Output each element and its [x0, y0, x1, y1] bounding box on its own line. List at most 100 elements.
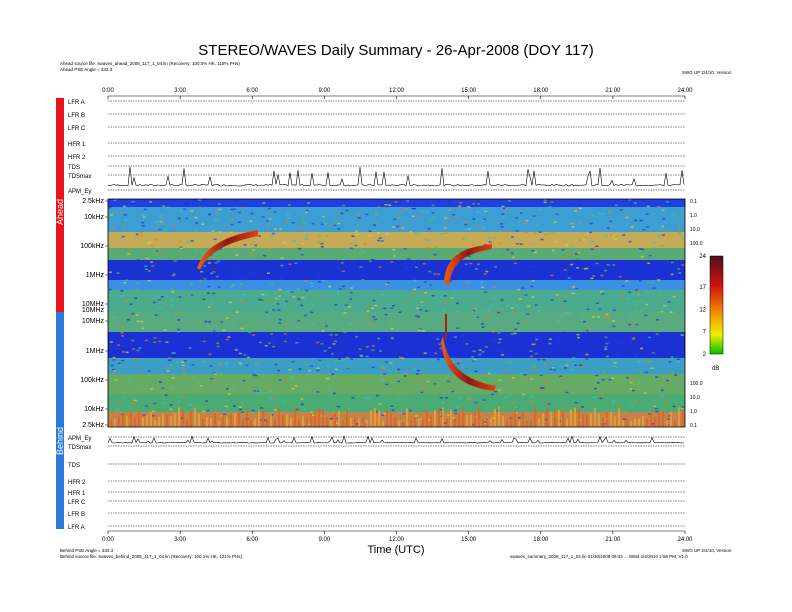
spectrogram-pixel — [253, 370, 257, 373]
spectrogram-pixel — [487, 310, 491, 312]
spectrogram-pixel — [286, 214, 290, 216]
spectrogram-pixel — [601, 402, 605, 405]
spectrogram-pixel — [318, 281, 321, 283]
x-tick-label: 15:00 — [461, 537, 477, 543]
spectrogram-pixel — [398, 226, 402, 228]
spectrogram-pixel — [323, 350, 327, 352]
spectrogram-pixel — [231, 324, 235, 327]
spectrogram-pixel — [118, 334, 122, 336]
spectrogram-pixel — [632, 224, 636, 226]
spectrogram-pixel — [318, 234, 322, 237]
spectrogram-pixel — [646, 205, 650, 208]
spectrogram-pixel — [155, 221, 158, 224]
spectrogram-pixel — [390, 405, 394, 407]
spectrogram-pixel — [432, 382, 436, 384]
spectrogram-pixel — [157, 250, 161, 252]
spectrogram-pixel — [439, 347, 443, 349]
spectrogram-pixel — [242, 318, 246, 321]
spectrogram-pixel — [606, 264, 610, 266]
spectrogram-pixel — [444, 232, 448, 234]
spectrogram-pixel — [384, 299, 388, 302]
spectrogram-pixel — [506, 248, 510, 251]
spectrogram-spike — [494, 408, 496, 427]
spectrogram-pixel — [166, 370, 170, 372]
spectrogram-pixel — [608, 379, 612, 381]
spectrogram-pixel — [498, 389, 502, 391]
spectrogram-pixel — [433, 273, 437, 275]
spectrogram-pixel — [176, 298, 180, 301]
spectrogram-pixel — [570, 369, 574, 371]
spectrogram-pixel — [493, 286, 497, 289]
spectrogram-pixel — [625, 336, 628, 338]
spectrogram-pixel — [161, 214, 165, 216]
spectrogram-pixel — [461, 334, 464, 336]
spectrogram-pixel — [109, 288, 112, 291]
spectrogram-pixel — [330, 353, 334, 355]
spectrogram-pixel — [334, 340, 338, 343]
spectrogram-pixel — [500, 299, 504, 301]
spectrogram-pixel — [619, 406, 623, 408]
spectrogram-pixel — [643, 360, 647, 362]
spectrogram-pixel — [221, 247, 225, 250]
spectrogram-pixel — [150, 388, 153, 390]
spectrogram-pixel — [305, 209, 309, 212]
spectrogram-spike — [334, 413, 336, 427]
y-tick-label: 10kHz — [84, 214, 104, 221]
spectrogram-pixel — [465, 343, 469, 345]
spectrogram-pixel — [112, 369, 116, 372]
spectrogram-pixel — [202, 298, 206, 301]
spectrogram-pixel — [416, 369, 420, 372]
spectrogram-pixel — [392, 249, 396, 251]
spectrogram-pixel — [230, 218, 234, 220]
spectrogram-pixel — [595, 377, 598, 379]
spectrogram-pixel — [203, 360, 207, 363]
spectrogram-pixel — [150, 245, 154, 247]
spectrogram-pixel — [303, 313, 306, 316]
spectrogram-pixel — [612, 264, 616, 266]
spectrogram-pixel — [119, 237, 123, 239]
spectrogram-pixel — [351, 235, 355, 237]
spectrogram-pixel — [638, 370, 642, 372]
spectrogram-spike — [266, 420, 268, 427]
spectrogram-pixel — [365, 213, 369, 216]
spectrogram-pixel — [555, 294, 559, 296]
spectrogram-pixel — [442, 310, 446, 312]
spectrogram-pixel — [431, 212, 435, 214]
spectrogram-pixel — [416, 315, 420, 318]
spectrogram-pixel — [284, 222, 288, 224]
spectrogram-pixel — [265, 311, 269, 314]
spectrogram-pixel — [571, 292, 575, 295]
spectrogram-pixel — [502, 207, 506, 209]
spectrogram-pixel — [172, 352, 176, 354]
spectrogram-pixel — [670, 273, 674, 276]
spectrogram-pixel — [136, 259, 140, 261]
spectrogram-pixel — [383, 373, 387, 375]
spectrogram-pixel — [150, 342, 154, 344]
spectrogram-pixel — [270, 333, 274, 335]
spectrogram-pixel — [634, 219, 638, 222]
spectrogram-pixel — [176, 331, 180, 333]
spectrogram-pixel — [300, 253, 304, 256]
spectrogram-spike — [190, 410, 192, 427]
spectrogram-pixel — [661, 394, 665, 397]
spectrogram-pixel — [163, 231, 167, 233]
spectrogram-pixel — [473, 359, 477, 361]
spectrogram-pixel — [344, 304, 348, 306]
spectrogram-spike — [114, 418, 116, 427]
spectrogram-pixel — [413, 279, 417, 282]
spectrogram-spike — [362, 418, 364, 427]
spectrogram-spike — [522, 413, 524, 427]
spectrogram-pixel — [129, 303, 133, 305]
spectrogram-pixel — [334, 422, 338, 424]
spectrogram-spike — [510, 416, 512, 427]
spectrogram-spike — [154, 419, 156, 427]
spectrogram-pixel — [565, 405, 569, 408]
spectrogram-pixel — [427, 419, 431, 421]
spectrogram-spike — [466, 415, 468, 427]
spectrogram-pixel — [521, 287, 525, 289]
spectrogram-pixel — [559, 375, 563, 377]
spectrogram-pixel — [629, 388, 632, 390]
spectrogram-pixel — [452, 417, 456, 419]
spectrogram-pixel — [429, 351, 433, 353]
spectrogram-pixel — [639, 219, 643, 222]
